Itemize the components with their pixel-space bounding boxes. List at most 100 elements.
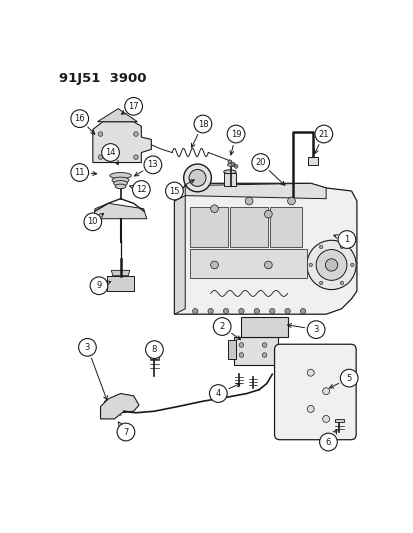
Circle shape (71, 110, 88, 127)
Circle shape (132, 181, 150, 198)
Text: 1: 1 (344, 235, 349, 244)
Circle shape (319, 281, 322, 285)
Circle shape (98, 132, 102, 136)
Circle shape (102, 144, 119, 161)
Polygon shape (174, 183, 356, 314)
Circle shape (210, 261, 218, 269)
Polygon shape (93, 122, 151, 163)
Circle shape (84, 213, 102, 231)
Polygon shape (107, 276, 133, 291)
Circle shape (314, 125, 332, 143)
Circle shape (306, 406, 313, 413)
Polygon shape (111, 270, 129, 276)
Circle shape (239, 353, 243, 357)
Circle shape (90, 277, 107, 295)
Circle shape (244, 197, 252, 205)
Circle shape (339, 281, 343, 285)
Circle shape (144, 156, 161, 174)
Circle shape (337, 231, 355, 248)
Text: 8: 8 (152, 345, 157, 354)
Circle shape (209, 385, 227, 402)
Circle shape (223, 309, 228, 314)
Polygon shape (308, 157, 317, 165)
Circle shape (228, 160, 231, 164)
Text: 16: 16 (74, 114, 85, 123)
Text: 21: 21 (318, 130, 328, 139)
Circle shape (234, 165, 237, 168)
Text: 10: 10 (88, 217, 98, 227)
Circle shape (264, 261, 272, 269)
Text: 20: 20 (255, 158, 265, 167)
Ellipse shape (113, 181, 127, 186)
Circle shape (183, 164, 211, 192)
Circle shape (261, 343, 266, 348)
Text: 4: 4 (215, 389, 221, 398)
Circle shape (284, 309, 290, 314)
Circle shape (339, 369, 357, 387)
Ellipse shape (223, 170, 235, 174)
Circle shape (339, 245, 343, 248)
Circle shape (210, 205, 218, 213)
FancyBboxPatch shape (274, 344, 355, 440)
Polygon shape (223, 173, 235, 185)
Polygon shape (334, 419, 343, 422)
Circle shape (189, 169, 206, 187)
Circle shape (98, 155, 102, 159)
Circle shape (194, 115, 211, 133)
Circle shape (251, 154, 269, 172)
Text: 12: 12 (136, 185, 146, 194)
Circle shape (117, 423, 135, 441)
Circle shape (145, 341, 163, 359)
Polygon shape (229, 207, 268, 247)
Circle shape (133, 155, 138, 159)
Circle shape (319, 245, 322, 248)
Polygon shape (185, 183, 325, 199)
Circle shape (213, 318, 230, 335)
Ellipse shape (227, 163, 235, 166)
Text: 15: 15 (169, 187, 179, 196)
Polygon shape (190, 249, 306, 278)
Circle shape (308, 263, 312, 266)
Text: 2: 2 (219, 322, 224, 331)
Polygon shape (269, 207, 301, 247)
Circle shape (306, 240, 355, 289)
Circle shape (269, 309, 274, 314)
Circle shape (192, 309, 197, 314)
Text: 14: 14 (105, 148, 116, 157)
Ellipse shape (109, 173, 131, 179)
Text: 13: 13 (147, 160, 158, 169)
Text: 7: 7 (123, 427, 128, 437)
Circle shape (316, 249, 346, 280)
Circle shape (322, 387, 329, 394)
Circle shape (230, 162, 234, 166)
Circle shape (264, 210, 272, 218)
Circle shape (306, 321, 324, 338)
Polygon shape (190, 207, 228, 247)
Text: 18: 18 (197, 119, 208, 128)
Polygon shape (174, 196, 185, 314)
Circle shape (325, 259, 337, 271)
Text: 11: 11 (74, 168, 85, 177)
Circle shape (319, 433, 337, 451)
Circle shape (306, 369, 313, 376)
Circle shape (133, 132, 138, 136)
Polygon shape (241, 317, 287, 337)
Text: 6: 6 (325, 438, 330, 447)
Circle shape (124, 98, 142, 115)
Text: 9: 9 (96, 281, 101, 290)
Ellipse shape (115, 184, 126, 189)
Circle shape (261, 353, 266, 357)
Text: 3: 3 (85, 343, 90, 352)
Circle shape (239, 343, 243, 348)
Circle shape (78, 338, 96, 356)
Polygon shape (93, 203, 146, 219)
Text: 17: 17 (128, 102, 139, 111)
Circle shape (254, 309, 259, 314)
Polygon shape (228, 340, 235, 359)
Ellipse shape (112, 177, 129, 183)
Circle shape (227, 125, 244, 143)
Circle shape (238, 309, 244, 314)
Circle shape (207, 309, 213, 314)
Circle shape (299, 309, 305, 314)
Polygon shape (100, 393, 139, 419)
